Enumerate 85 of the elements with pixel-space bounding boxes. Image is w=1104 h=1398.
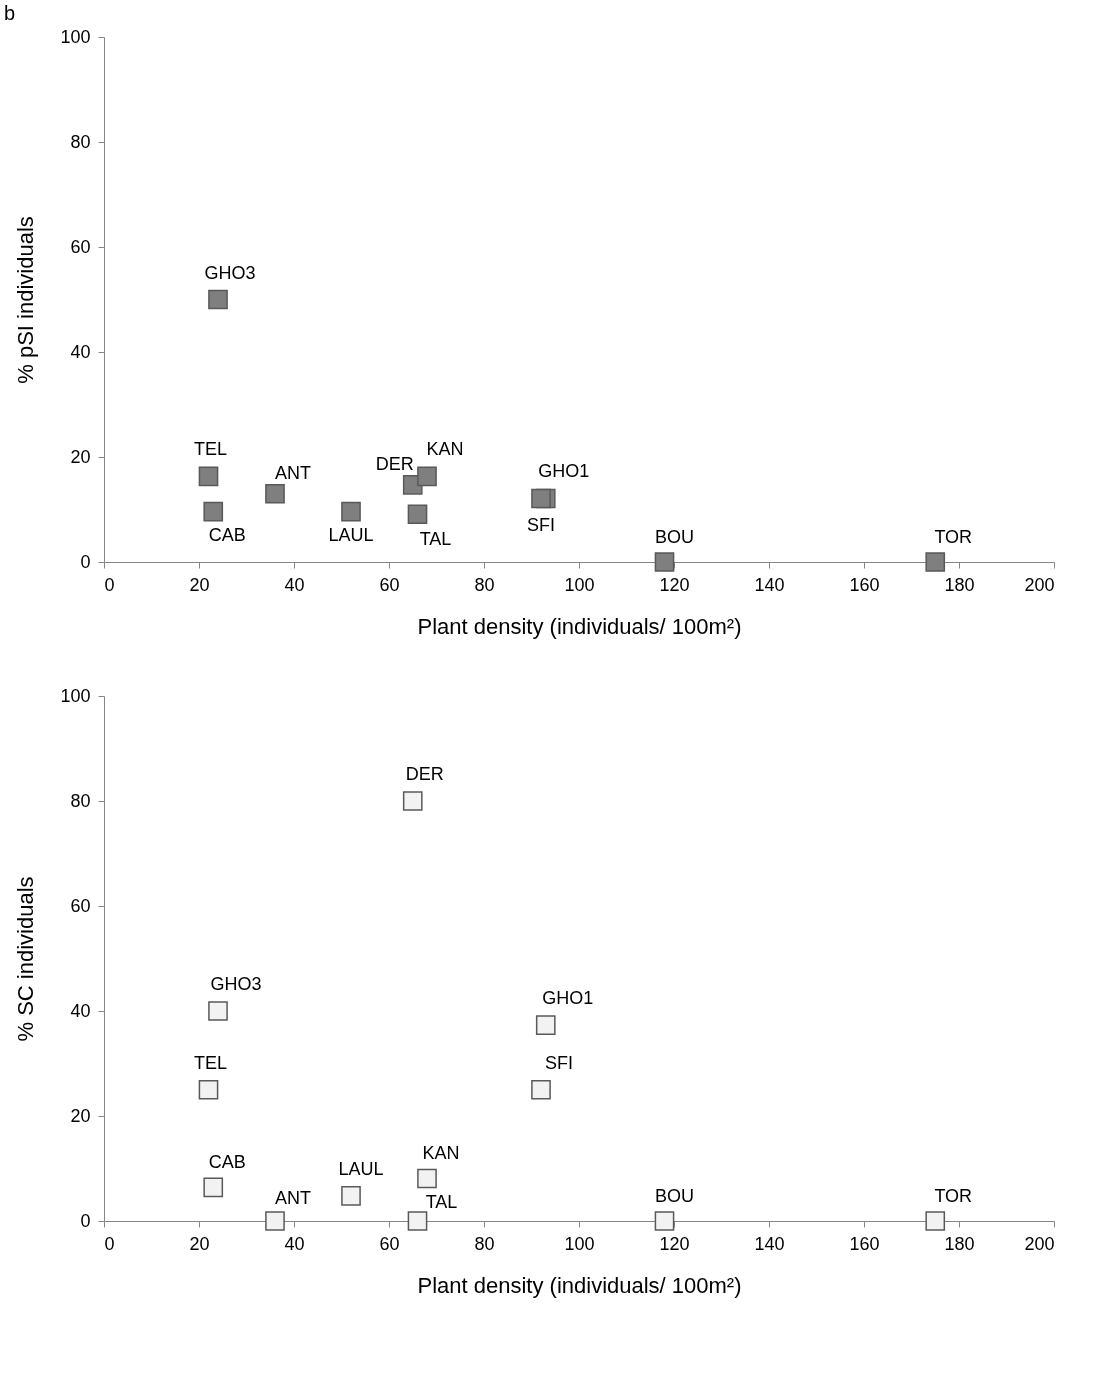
y-tick-label: 0 xyxy=(80,1210,91,1231)
x-tick-label: 60 xyxy=(379,1233,400,1254)
point xyxy=(341,501,361,522)
point xyxy=(203,1177,224,1198)
y-axis-title: % pSI individuals xyxy=(13,216,39,384)
point xyxy=(265,483,285,504)
annotation: TEL xyxy=(193,439,228,460)
x-tick-label: 180 xyxy=(944,1233,975,1254)
annotation: GHO1 xyxy=(542,988,594,1009)
point xyxy=(654,552,675,572)
y-tick-label: 40 xyxy=(70,1000,91,1021)
chart-title: b xyxy=(4,2,16,24)
annotation: KAN xyxy=(422,1143,460,1164)
x-tick-label: 80 xyxy=(474,574,495,595)
point xyxy=(407,504,428,525)
annotation: ANT xyxy=(275,462,311,483)
annotation: GHO3 xyxy=(210,974,262,994)
annotation: BOU xyxy=(654,527,695,547)
x-tick-label: 20 xyxy=(189,1233,210,1254)
annotation: TEL xyxy=(193,1052,228,1073)
y-tick-label: 80 xyxy=(70,131,91,152)
annotation: BOU xyxy=(654,1186,695,1206)
point xyxy=(341,1185,361,1206)
x-tick-label: 200 xyxy=(1024,1233,1055,1254)
x-tick-label: 120 xyxy=(659,574,690,595)
annotation: TAL xyxy=(425,1192,458,1212)
point xyxy=(654,1211,675,1231)
x-axis-title: Plant density (individuals/ 100m²) xyxy=(417,1272,742,1298)
annotation: TOR xyxy=(934,527,973,547)
point xyxy=(203,501,224,522)
x-tick-label: 40 xyxy=(284,1233,305,1254)
annotation: GHO3 xyxy=(204,262,256,283)
point xyxy=(535,1015,556,1036)
x-tick-label: 180 xyxy=(944,574,975,595)
x-tick-label: 0 xyxy=(104,1233,115,1254)
x-tick-label: 200 xyxy=(1024,574,1055,595)
annotation: GHO1 xyxy=(538,461,590,482)
y-tick-label: 40 xyxy=(70,341,91,362)
x-tick-label: 120 xyxy=(659,1233,690,1254)
annotation: TAL xyxy=(419,529,452,550)
y-tick-label: 60 xyxy=(70,236,91,257)
point xyxy=(402,791,423,811)
x-axis-title: Plant density (individuals/ 100m²) xyxy=(417,613,742,639)
point xyxy=(417,466,437,487)
x-tick-label: 160 xyxy=(849,1233,880,1254)
annotation: LAUL xyxy=(338,1158,384,1179)
x-tick-label: 0 xyxy=(104,574,115,595)
x-tick-label: 100 xyxy=(564,1233,595,1254)
y-tick-label: 20 xyxy=(70,446,91,467)
y-tick-label: 20 xyxy=(70,1105,91,1126)
y-tick-label: 60 xyxy=(70,895,91,916)
annotation: SFI xyxy=(544,1052,574,1073)
y-tick-label: 100 xyxy=(60,26,91,47)
annotation: ANT xyxy=(275,1188,311,1208)
annotation: DER xyxy=(375,453,414,474)
annotation: TOR xyxy=(934,1186,973,1206)
point xyxy=(925,552,946,572)
x-tick-label: 140 xyxy=(754,574,785,595)
y-tick-label: 80 xyxy=(70,790,91,811)
x-tick-label: 40 xyxy=(284,574,305,595)
annotation: SFI xyxy=(526,515,556,536)
point xyxy=(417,1168,437,1189)
point xyxy=(531,1079,551,1100)
x-tick-label: 100 xyxy=(564,574,595,595)
x-tick-label: 140 xyxy=(754,1233,785,1254)
x-tick-label: 160 xyxy=(849,574,880,595)
point xyxy=(198,1079,219,1100)
point xyxy=(198,466,219,487)
annotation: KAN xyxy=(426,439,464,460)
x-tick-label: 80 xyxy=(474,1233,495,1254)
point xyxy=(265,1211,285,1231)
annotation: LAUL xyxy=(328,524,374,545)
annotation: CAB xyxy=(208,524,246,545)
annotation: CAB xyxy=(208,1152,246,1173)
x-tick-label: 20 xyxy=(189,574,210,595)
point xyxy=(208,1001,228,1021)
y-axis-title: % SC individuals xyxy=(13,876,39,1042)
y-tick-label: 0 xyxy=(80,551,91,572)
point xyxy=(531,488,551,509)
point xyxy=(208,289,228,310)
point xyxy=(407,1211,428,1231)
y-tick-label: 100 xyxy=(60,685,91,706)
point xyxy=(925,1211,946,1231)
annotation: DER xyxy=(405,764,444,784)
x-tick-label: 60 xyxy=(379,574,400,595)
